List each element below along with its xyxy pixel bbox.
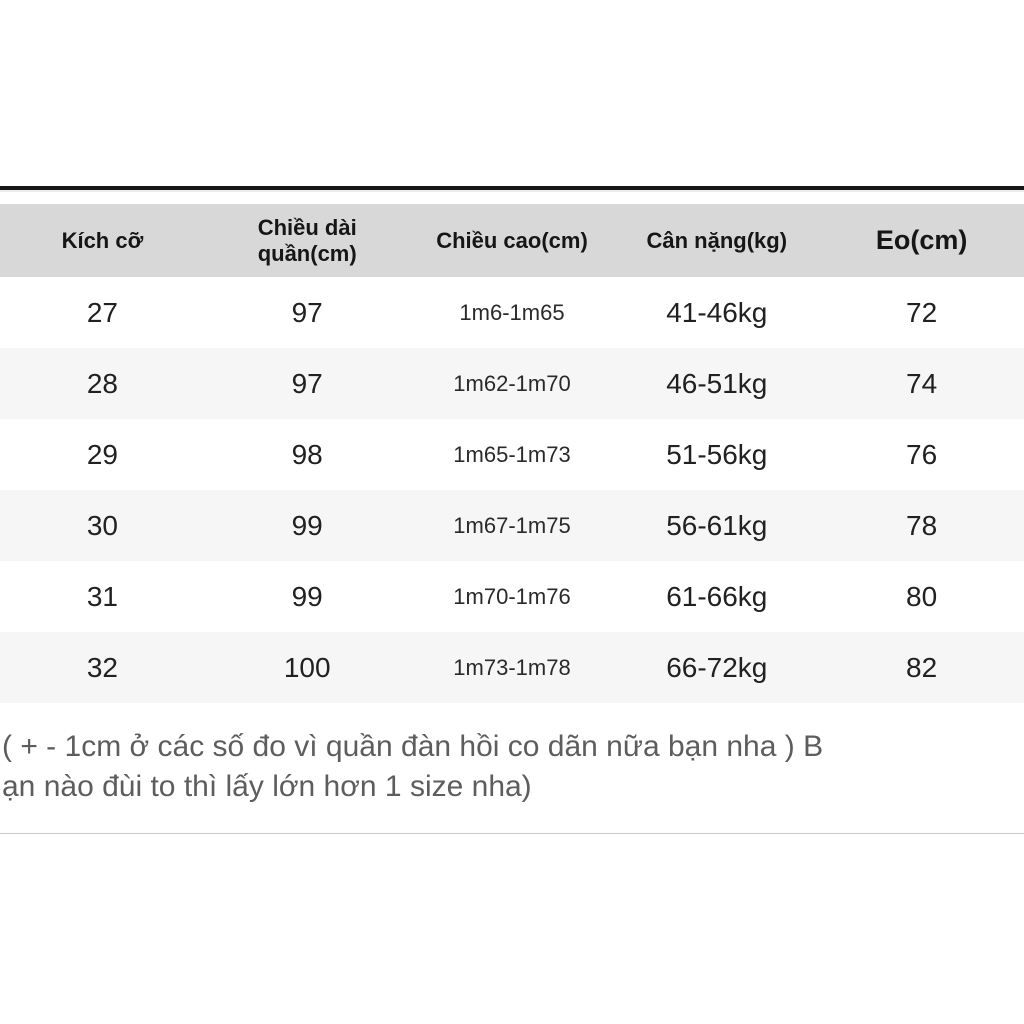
column-header-size: Kích cỡ <box>61 227 144 253</box>
size-note-line-1: ( + - 1cm ở các số đo vì quần đàn hồi co… <box>2 730 824 763</box>
table-row: 29 98 1m65-1m73 51-56kg 76 <box>0 419 1024 490</box>
table-cell: 41-46kg <box>666 296 768 328</box>
top-rule-shadow <box>0 190 1024 192</box>
table-cell: 1m65-1m73 <box>453 441 571 467</box>
table-cell: 31 <box>86 580 118 612</box>
table-cell: 1m70-1m76 <box>453 583 571 609</box>
table-cell: 56-61kg <box>666 509 768 541</box>
table-cell: 78 <box>906 509 938 541</box>
table-row: 27 97 1m6-1m65 41-46kg 72 <box>0 277 1024 348</box>
top-horizontal-rule <box>0 186 1024 190</box>
table-cell: 99 <box>291 580 323 612</box>
table-cell: 32 <box>86 651 118 683</box>
table-cell: 28 <box>86 367 118 399</box>
column-header-height: Chiều cao(cm) <box>436 227 588 253</box>
table-body: 27 97 1m6-1m65 41-46kg 72 28 97 1m62-1m70 46-51k… <box>0 277 1024 703</box>
table-cell: 76 <box>906 438 938 470</box>
size-note: ( + - 1cm ở các số đo vì quần đàn hồi co… <box>2 727 823 807</box>
column-header-pants-length: Chiều dài quần(cm) <box>257 215 357 266</box>
column-header-weight: Cân nặng(kg) <box>646 227 788 253</box>
table-cell: 97 <box>291 296 323 328</box>
table-cell: 98 <box>291 438 323 470</box>
table-row: 32 100 1m73-1m78 66-72kg 82 <box>0 632 1024 703</box>
table-cell: 30 <box>86 509 118 541</box>
table-cell: 1m62-1m70 <box>453 370 571 396</box>
table-cell: 99 <box>291 509 323 541</box>
table-cell: 1m6-1m65 <box>459 299 565 325</box>
table-cell: 100 <box>283 651 331 683</box>
table-cell: 97 <box>291 367 323 399</box>
table-cell: 46-51kg <box>666 367 768 399</box>
table-cell: 61-66kg <box>666 580 768 612</box>
table-cell: 66-72kg <box>666 651 768 683</box>
table-cell: 82 <box>906 651 938 683</box>
size-chart-table: Kích cỡ Chiều dài quần(cm) Chiều cao(cm)… <box>0 204 1024 703</box>
table-cell: 74 <box>906 367 938 399</box>
table-header-row: Kích cỡ Chiều dài quần(cm) Chiều cao(cm)… <box>0 204 1024 277</box>
table-cell: 80 <box>906 580 938 612</box>
table-row: 30 99 1m67-1m75 56-61kg 78 <box>0 490 1024 561</box>
table-cell: 27 <box>86 296 118 328</box>
table-cell: 51-56kg <box>666 438 768 470</box>
table-cell: 1m67-1m75 <box>453 512 571 538</box>
table-row: 31 99 1m70-1m76 61-66kg 80 <box>0 561 1024 632</box>
size-note-line-2: ạn nào đùi to thì lấy lớn hơn 1 size nha… <box>2 770 532 803</box>
column-header-waist: Eo(cm) <box>875 224 968 255</box>
table-cell: 72 <box>906 296 938 328</box>
table-cell: 29 <box>86 438 118 470</box>
bottom-divider-line <box>0 833 1024 834</box>
table-row: 28 97 1m62-1m70 46-51kg 74 <box>0 348 1024 419</box>
table-cell: 1m73-1m78 <box>453 654 571 680</box>
